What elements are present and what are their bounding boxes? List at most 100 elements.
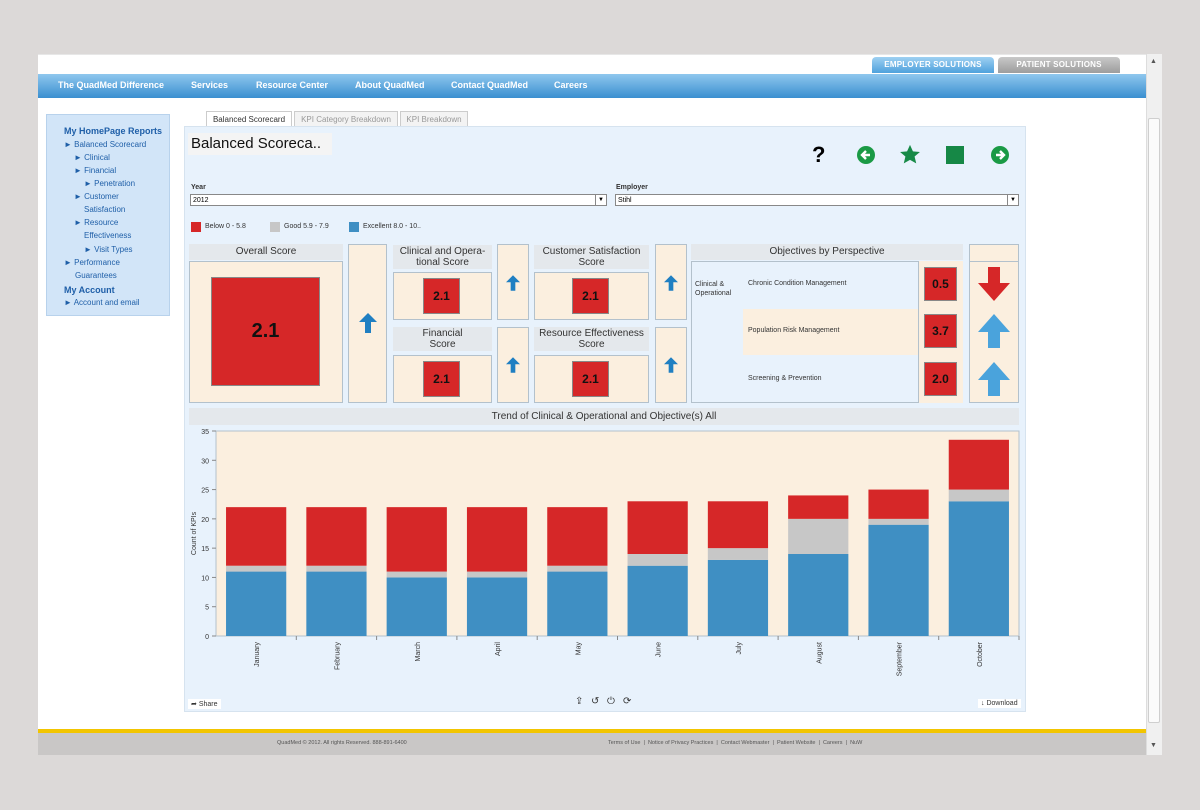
arrow-up-icon xyxy=(506,275,520,291)
chart-title: Trend of Clinical & Operational and Obje… xyxy=(189,408,1019,425)
footer-links: Terms of Use | Notice of Privacy Practic… xyxy=(608,740,863,746)
x-tick-label: March xyxy=(415,642,422,662)
tab-employer-solutions[interactable]: EMPLOYER SOLUTIONS xyxy=(872,57,994,73)
main-nav-bar xyxy=(38,74,1146,98)
dropdown-arrow-icon[interactable]: ▼ xyxy=(595,195,606,205)
download-button[interactable]: ↓ Download xyxy=(978,699,1021,708)
employer-label: Employer xyxy=(616,184,648,191)
trend-chart: 0 5 10 15 20 25 30 35 Count of KPIs January Februa… xyxy=(191,429,1020,676)
bar-segment xyxy=(547,565,608,572)
page-footer xyxy=(38,729,1146,755)
export-icon[interactable]: ⇪ xyxy=(575,696,584,707)
objective-value[interactable]: 2.0 xyxy=(924,362,957,396)
bar-segment xyxy=(707,501,769,549)
year-label: Year xyxy=(191,184,206,191)
y-tick-label: 20 xyxy=(201,517,209,524)
scrollbar-thumb[interactable] xyxy=(1148,118,1160,723)
objective-name[interactable]: Population Risk Management xyxy=(748,327,840,334)
sidebar-item-performance[interactable]: ► Performance xyxy=(64,258,120,267)
scroll-up-arrow-icon[interactable]: ▲ xyxy=(1150,58,1157,65)
resource-score-header: Resource Effectiveness Score xyxy=(534,327,649,351)
nav-services[interactable]: Services xyxy=(191,80,229,90)
dropdown-arrow-icon[interactable]: ▼ xyxy=(1007,195,1018,205)
x-tick-label: May xyxy=(575,642,582,656)
year-select[interactable]: 2012 ▼ xyxy=(190,194,607,206)
sidebar-item-financial[interactable]: ► Financial xyxy=(74,166,117,175)
overall-score-value[interactable]: 2.1 xyxy=(211,277,320,386)
perspective-label: Clinical & Operational xyxy=(695,281,732,297)
bar-segment xyxy=(547,571,608,636)
tab-patient-solutions[interactable]: PATIENT SOLUTIONS xyxy=(998,57,1120,73)
bar-segment xyxy=(788,554,849,636)
nav-careers[interactable]: Careers xyxy=(554,80,588,90)
objective-value[interactable]: 3.7 xyxy=(924,314,957,348)
bar-segment xyxy=(707,548,769,560)
employer-select[interactable]: Stihl ▼ xyxy=(615,194,1019,206)
sidebar-item-guarantees[interactable]: Guarantees xyxy=(75,271,117,280)
objective-trend-divider xyxy=(969,261,1019,262)
power-icon[interactable]: ⏻ xyxy=(607,696,615,707)
footer-link-patient-website[interactable]: Patient Website xyxy=(776,740,816,746)
forward-icon[interactable] xyxy=(990,145,1010,165)
nav-about-quadmed[interactable]: About QuadMed xyxy=(355,80,425,90)
bar-segment xyxy=(627,501,688,554)
resource-score-value[interactable]: 2.1 xyxy=(572,361,609,397)
clinical-score-value[interactable]: 2.1 xyxy=(423,278,460,314)
objective-name[interactable]: Screening & Prevention xyxy=(748,375,822,382)
arrow-up-icon xyxy=(506,357,520,373)
employer-value: Stihl xyxy=(618,197,632,204)
sidebar-heading-account[interactable]: My Account xyxy=(64,285,115,295)
footer-link-webmaster[interactable]: Contact Webmaster xyxy=(720,740,770,746)
footer-link-nuw[interactable]: NuW xyxy=(850,740,863,746)
bar-segment xyxy=(868,489,929,519)
arrow-up-icon xyxy=(978,362,1010,396)
share-button[interactable]: ➦ Share xyxy=(188,699,221,709)
star-icon[interactable] xyxy=(899,144,921,166)
sidebar-item-penetration[interactable]: ► Penetration xyxy=(84,179,136,188)
bar-segment xyxy=(226,565,287,572)
y-tick-label: 15 xyxy=(201,546,209,553)
sidebar-item-visit-types[interactable]: ► Visit Types xyxy=(84,245,133,254)
nav-resource-center[interactable]: Resource Center xyxy=(256,80,329,90)
back-icon[interactable] xyxy=(856,145,876,165)
sidebar-item-effectiveness[interactable]: Effectiveness xyxy=(84,231,132,240)
sidebar-heading-reports[interactable]: My HomePage Reports xyxy=(64,126,163,136)
bar-segment xyxy=(868,518,929,525)
nav-quadmed-difference[interactable]: The QuadMed Difference xyxy=(58,80,165,90)
financial-score-value[interactable]: 2.1 xyxy=(423,361,460,397)
footer-link-privacy[interactable]: Notice of Privacy Practices xyxy=(647,740,714,746)
undo-icon[interactable]: ↺ xyxy=(591,696,600,707)
bar-segment xyxy=(627,554,688,566)
arrow-up-icon xyxy=(664,357,678,373)
footer-copyright: QuadMed © 2012. All rights Reserved. 888… xyxy=(277,740,407,746)
bar-segment xyxy=(547,507,608,566)
nav-contact-quadmed[interactable]: Contact QuadMed xyxy=(451,80,529,90)
bar-segment xyxy=(386,577,447,636)
legend-swatch-below xyxy=(191,222,201,232)
objective-value[interactable]: 0.5 xyxy=(924,267,957,301)
x-tick-label: June xyxy=(656,642,663,657)
help-icon[interactable]: ? xyxy=(812,142,826,167)
footer-link-terms[interactable]: Terms of Use xyxy=(608,740,641,746)
bar-segment xyxy=(466,507,528,572)
tab-kpi-breakdown[interactable]: KPI Breakdown xyxy=(400,111,468,127)
sidebar-item-clinical[interactable]: ► Clinical xyxy=(74,153,110,162)
y-tick-label: 30 xyxy=(201,458,209,465)
sidebar-item-customer[interactable]: ► Customer xyxy=(74,192,119,201)
tab-balanced-scorecard[interactable]: Balanced Scorecard xyxy=(206,111,292,127)
stop-icon[interactable] xyxy=(946,146,964,164)
bar-segment xyxy=(226,571,287,636)
sidebar-item-resource[interactable]: ► Resource xyxy=(74,218,119,227)
bar-segment xyxy=(627,565,688,636)
sidebar-item-account-email[interactable]: ► Account and email xyxy=(64,298,140,307)
footer-link-careers[interactable]: Careers xyxy=(822,740,843,746)
bar-segment xyxy=(386,507,447,572)
customer-score-value[interactable]: 2.1 xyxy=(572,278,609,314)
sidebar-item-balanced-scorecard[interactable]: ► Balanced Scorecard xyxy=(64,140,147,149)
refresh-icon[interactable]: ⟳ xyxy=(623,696,632,707)
y-tick-label: 25 xyxy=(201,488,209,495)
scroll-down-arrow-icon[interactable]: ▼ xyxy=(1150,742,1157,749)
tab-kpi-category-breakdown[interactable]: KPI Category Breakdown xyxy=(294,111,398,127)
sidebar-item-satisfaction[interactable]: Satisfaction xyxy=(84,205,126,214)
objective-name[interactable]: Chronic Condition Management xyxy=(748,280,847,287)
